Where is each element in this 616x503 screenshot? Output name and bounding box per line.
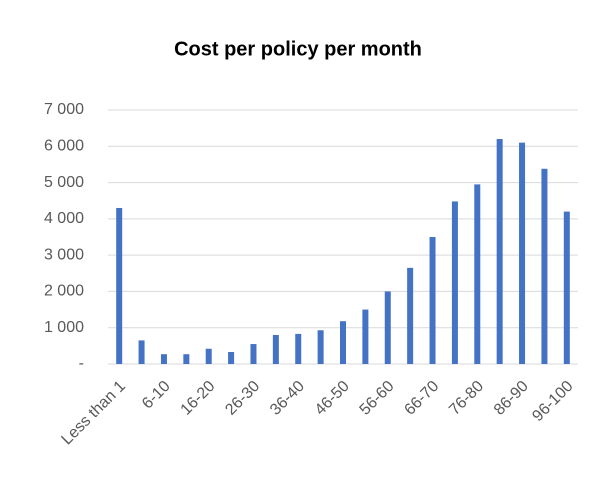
bar	[250, 344, 257, 364]
bar	[563, 211, 570, 364]
bar	[205, 348, 212, 364]
x-tick-label: 96-100	[529, 378, 576, 425]
bar	[541, 168, 548, 364]
bar	[160, 354, 167, 364]
bar	[496, 139, 503, 364]
x-tick-label: 56-60	[357, 378, 398, 419]
x-tick-label: 16-20	[178, 378, 219, 419]
y-tick-label: 4 000	[44, 210, 84, 227]
y-tick-label: 3 000	[44, 246, 84, 263]
bar	[183, 354, 190, 364]
bar	[138, 340, 145, 364]
bar	[429, 237, 436, 364]
x-tick-label: 6-10	[139, 378, 174, 413]
bar	[317, 330, 324, 364]
x-tick-label: 36-40	[267, 378, 308, 419]
bar	[474, 184, 481, 364]
x-tick-label: 86-90	[491, 378, 532, 419]
bar	[116, 207, 123, 364]
bar	[272, 334, 279, 364]
bar	[407, 267, 414, 364]
bar	[228, 352, 235, 364]
y-tick-label: 7 000	[44, 101, 84, 118]
x-tick-label: 76-80	[446, 378, 487, 419]
bar	[362, 309, 369, 364]
y-tick-label: 2 000	[44, 283, 84, 300]
x-tick-label: Less than 1	[58, 378, 129, 449]
bar	[340, 321, 346, 364]
y-tick-label: 1 000	[44, 319, 84, 336]
bar	[451, 201, 458, 364]
bar	[519, 142, 526, 364]
y-tick-label: 6 000	[44, 138, 84, 155]
bar	[295, 333, 302, 364]
x-tick-label: 26-30	[222, 378, 263, 419]
x-tick-label: 66-70	[401, 378, 442, 419]
chart-title: Cost per policy per month	[174, 38, 422, 60]
y-tick-label: -	[79, 355, 84, 372]
y-tick-label: 5 000	[44, 174, 84, 191]
x-tick-label: 46-50	[312, 378, 353, 419]
bar	[384, 291, 391, 364]
